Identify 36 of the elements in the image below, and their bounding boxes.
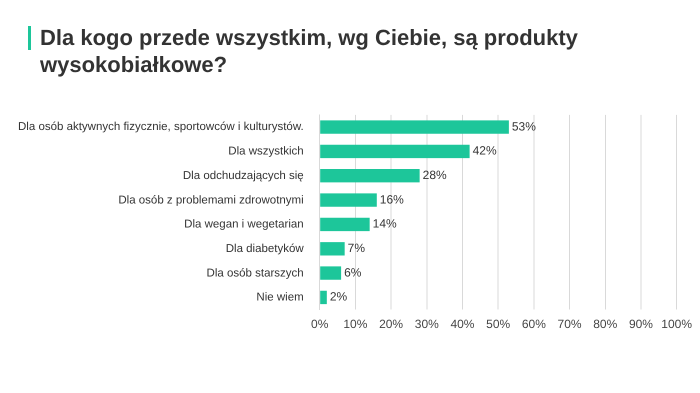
y-tick-label: Dla osób z problemami zdrowotnymi bbox=[118, 194, 304, 206]
y-tick-label: Dla osób starszych bbox=[206, 267, 304, 280]
x-tick-label: 60% bbox=[522, 317, 546, 332]
x-tick-label: 80% bbox=[593, 317, 618, 332]
data-label: 6% bbox=[344, 265, 362, 280]
x-tick-label: 100% bbox=[661, 317, 692, 332]
y-tick-label: Dla wszystkich bbox=[228, 146, 304, 158]
x-tick-label: 10% bbox=[343, 317, 368, 332]
y-tick-label: Dla osób aktywnych fizycznie, sportowców i kulturystów. bbox=[18, 121, 304, 134]
bar bbox=[320, 169, 420, 182]
bar bbox=[320, 193, 377, 207]
x-tick-label: 0% bbox=[311, 317, 329, 332]
data-label: 2% bbox=[330, 290, 348, 304]
y-tick-label: Nie wiem bbox=[256, 292, 304, 304]
data-label: 14% bbox=[372, 216, 398, 231]
x-tick-label: 70% bbox=[558, 317, 582, 332]
x-tick-label: 20% bbox=[379, 317, 404, 332]
x-tick-label: 50% bbox=[486, 317, 511, 332]
chart-title: Dla kogo przede wszystkim, wg Ciebie, są produkty wysokobiałkowe? bbox=[40, 24, 579, 78]
bar bbox=[320, 120, 509, 134]
bar bbox=[320, 242, 345, 256]
bar bbox=[320, 266, 342, 280]
data-label: 42% bbox=[472, 144, 497, 158]
x-tick-label: 30% bbox=[414, 317, 440, 332]
bar bbox=[320, 144, 470, 158]
data-label: 53% bbox=[512, 119, 536, 134]
data-label: 16% bbox=[380, 192, 404, 206]
data-label: 28% bbox=[422, 168, 447, 182]
y-tick-label: Dla odchudzających się bbox=[182, 170, 304, 182]
data-label: 7% bbox=[348, 241, 366, 256]
y-tick-label: Dla wegan i wegetarian bbox=[184, 218, 304, 231]
x-tick-label: 40% bbox=[450, 317, 475, 332]
bar bbox=[320, 218, 370, 232]
y-tick-label: Dla diabetyków bbox=[226, 242, 304, 255]
x-tick-label: 90% bbox=[628, 317, 654, 332]
bar bbox=[320, 290, 327, 304]
